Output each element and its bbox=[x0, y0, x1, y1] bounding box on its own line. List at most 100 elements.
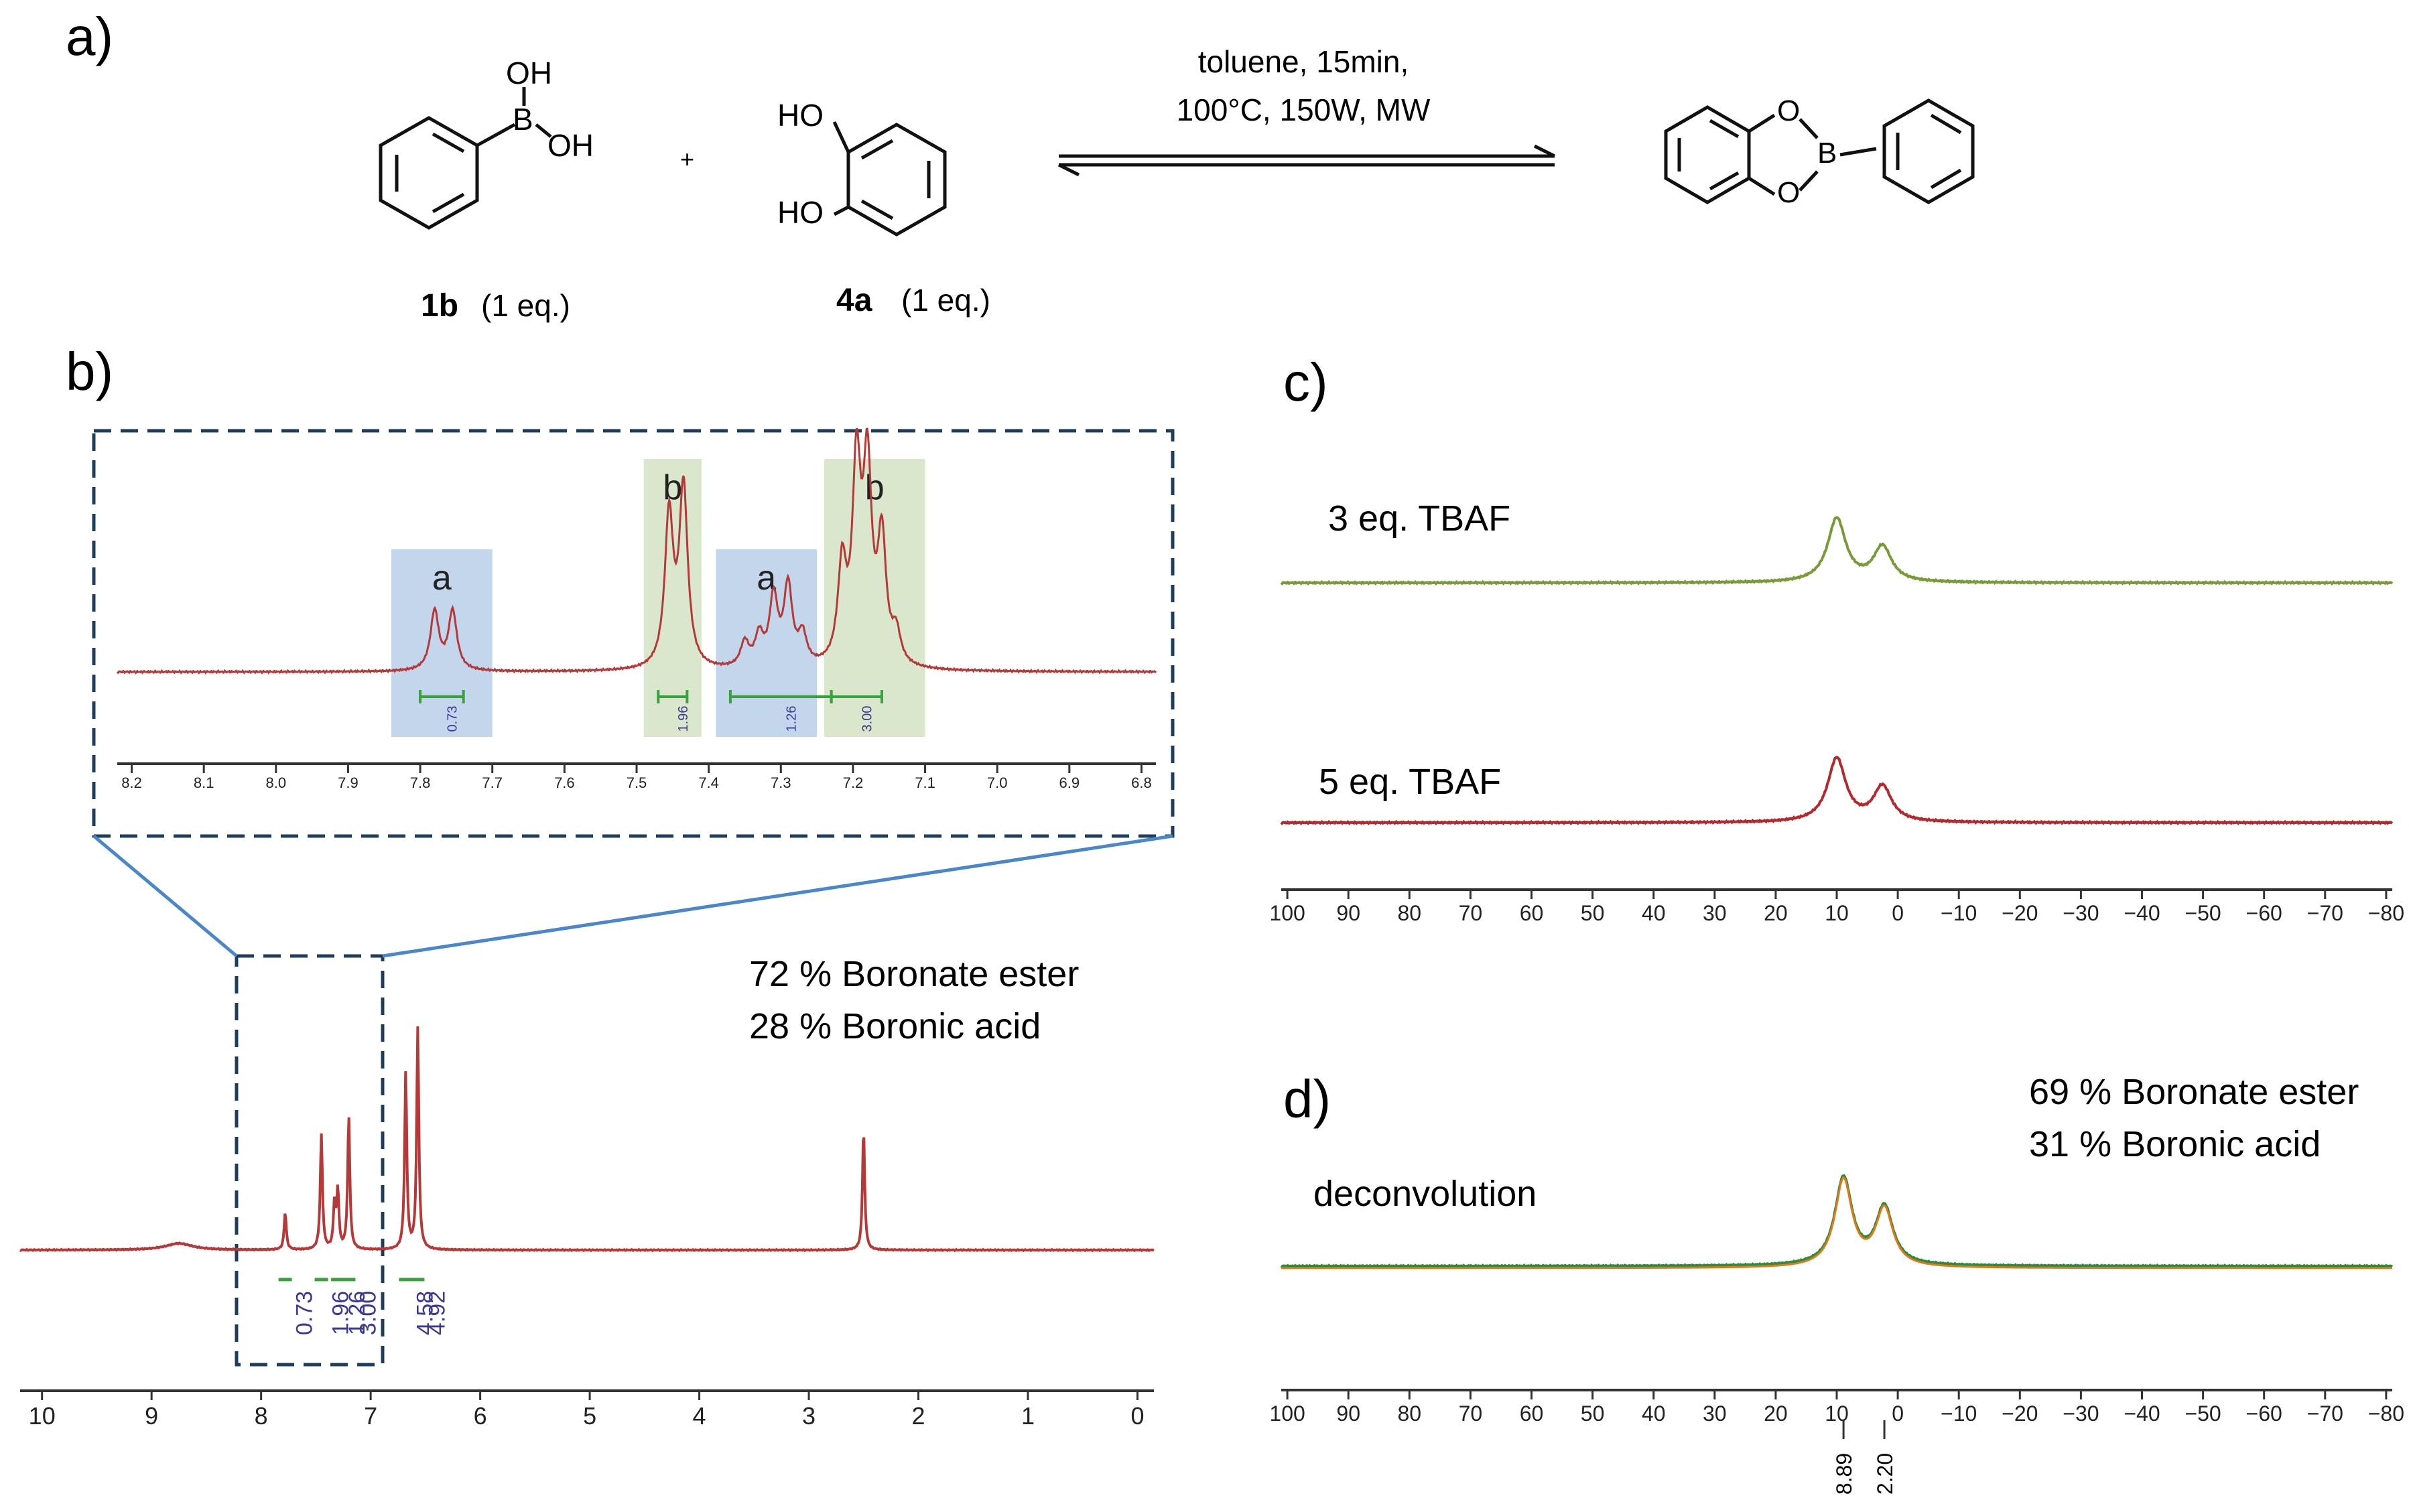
reaction-conditions: 100°C, 150W, MW bbox=[1177, 92, 1431, 127]
x-tick-label: 60 bbox=[1520, 901, 1544, 925]
x-tick-label: 8.2 bbox=[121, 774, 142, 791]
x-tick-label: −80 bbox=[2368, 1401, 2404, 1426]
x-tick-label: 0 bbox=[1892, 1401, 1904, 1426]
spectrum-trace bbox=[116, 427, 1157, 675]
x-tick-label: 6 bbox=[474, 1402, 487, 1430]
x-tick-label: 40 bbox=[1642, 901, 1666, 925]
integral-value: 1.96 bbox=[328, 1291, 354, 1335]
panel-label-a: a) bbox=[66, 7, 113, 66]
x-tick-label: 7.4 bbox=[698, 774, 719, 791]
x-tick-label: 6.8 bbox=[1131, 774, 1152, 791]
x-tick-label: −60 bbox=[2246, 1401, 2282, 1426]
x-tick-label: 20 bbox=[1764, 1401, 1788, 1426]
x-tick-label: −30 bbox=[2063, 901, 2099, 925]
catechol-structure bbox=[832, 121, 947, 236]
x-tick-label: 0 bbox=[1130, 1402, 1144, 1430]
x-tick-label: 70 bbox=[1459, 901, 1483, 925]
x-tick-label: −60 bbox=[2246, 901, 2282, 925]
inset-frame bbox=[92, 429, 1175, 838]
x-tick-label: −40 bbox=[2124, 901, 2160, 925]
equilibrium-arrows bbox=[1057, 144, 1556, 177]
x-tick-label: 7.9 bbox=[338, 774, 359, 791]
spectrum-trace bbox=[19, 1026, 1155, 1253]
x-tick-label: 8 bbox=[255, 1402, 268, 1430]
spectrum-trace bbox=[1280, 516, 2394, 586]
integral-value: 1.26 bbox=[344, 1291, 370, 1335]
x-tick-label: 30 bbox=[1703, 901, 1727, 925]
composition-annotation: 69 % Boronate ester bbox=[2029, 1072, 2359, 1112]
atom-label: OH bbox=[506, 56, 552, 90]
x-tick-label: 7.7 bbox=[482, 774, 503, 791]
panel-label-c: c) bbox=[1283, 352, 1328, 412]
x-tick-label: 100 bbox=[1269, 1401, 1305, 1426]
integral-value: 3.00 bbox=[860, 706, 874, 732]
region-label: a bbox=[757, 559, 776, 598]
region-b bbox=[643, 459, 702, 737]
atom-label: HO bbox=[777, 98, 824, 133]
x-tick-label: −20 bbox=[2002, 901, 2038, 925]
x-tick-label: 7.5 bbox=[627, 774, 647, 791]
x-tick-label: 60 bbox=[1520, 1401, 1544, 1426]
region-label: b bbox=[865, 468, 885, 507]
composition-annotation: 31 % Boronic acid bbox=[2029, 1124, 2321, 1164]
composition-annotation: 72 % Boronate ester bbox=[749, 954, 1079, 994]
x-tick-label: −10 bbox=[1941, 1401, 1977, 1426]
x-tick-label: −80 bbox=[2368, 901, 2404, 925]
x-tick-label: 7.6 bbox=[554, 774, 575, 791]
atom-label: OH bbox=[547, 128, 594, 163]
x-tick-label: 4 bbox=[693, 1402, 706, 1430]
x-tick-label: 8.1 bbox=[194, 774, 214, 791]
x-tick-label: 2 bbox=[912, 1402, 925, 1430]
reagent-1-id: 1b bbox=[421, 288, 458, 324]
x-tick-label: 90 bbox=[1336, 1401, 1360, 1426]
x-tick-label: 7 bbox=[364, 1402, 377, 1430]
x-tick-label: 100 bbox=[1269, 901, 1305, 925]
deconvolution-label: deconvolution bbox=[1313, 1174, 1537, 1214]
atom-label: B bbox=[513, 102, 533, 137]
x-tick-label: 7.3 bbox=[771, 774, 791, 791]
x-tick-label: 10 bbox=[1825, 901, 1849, 925]
integral-value: 4.92 bbox=[424, 1291, 450, 1335]
reagent-2-eq: (1 eq.) bbox=[901, 283, 990, 318]
x-tick-label: 80 bbox=[1398, 901, 1422, 925]
integral-value: 1.26 bbox=[784, 706, 799, 732]
x-tick-label: −10 bbox=[1941, 901, 1977, 925]
x-tick-label: 6.9 bbox=[1059, 774, 1080, 791]
x-tick-label: 30 bbox=[1703, 1401, 1727, 1426]
x-tick-label: −40 bbox=[2124, 1401, 2160, 1426]
phenylboronic-acid-structure bbox=[379, 87, 552, 230]
x-tick-label: −50 bbox=[2185, 1401, 2221, 1426]
series-label-3eq: 3 eq. TBAF bbox=[1328, 498, 1510, 539]
peak-label: 2.20 bbox=[1873, 1453, 1897, 1495]
integral-value: 0.73 bbox=[292, 1291, 318, 1335]
boronate-ester-structure bbox=[1664, 98, 1975, 204]
x-tick-label: 20 bbox=[1764, 901, 1788, 925]
x-tick-label: 8.0 bbox=[266, 774, 287, 791]
integral-value: 3.00 bbox=[355, 1291, 381, 1335]
x-tick-label: 7.0 bbox=[987, 774, 1008, 791]
x-tick-label: 90 bbox=[1336, 901, 1360, 925]
panel-label-b: b) bbox=[66, 342, 113, 401]
zoom-frame bbox=[235, 954, 385, 1367]
region-label: a bbox=[432, 559, 452, 598]
x-tick-label: −70 bbox=[2307, 901, 2343, 925]
x-tick-label: −20 bbox=[2002, 1401, 2038, 1426]
reaction-conditions: toluene, 15min, bbox=[1198, 44, 1409, 79]
zoom-connector bbox=[92, 835, 238, 957]
x-tick-label: −70 bbox=[2307, 1401, 2343, 1426]
plus-sign: + bbox=[680, 145, 694, 173]
x-tick-label: 9 bbox=[145, 1402, 158, 1430]
x-tick-label: 7.2 bbox=[843, 774, 864, 791]
x-tick-label: 40 bbox=[1642, 1401, 1666, 1426]
integral-value: 0.73 bbox=[445, 706, 460, 732]
atom-label: HO bbox=[777, 195, 824, 230]
region-a bbox=[716, 549, 818, 737]
spectrum-trace bbox=[1280, 756, 2394, 826]
reagent-1-eq: (1 eq.) bbox=[481, 288, 570, 323]
peak-label: 8.89 bbox=[1832, 1453, 1856, 1495]
atom-label: B bbox=[1817, 137, 1837, 169]
x-tick-label: 70 bbox=[1459, 1401, 1483, 1426]
atom-label: O bbox=[1777, 94, 1800, 127]
region-label: b bbox=[663, 468, 682, 507]
